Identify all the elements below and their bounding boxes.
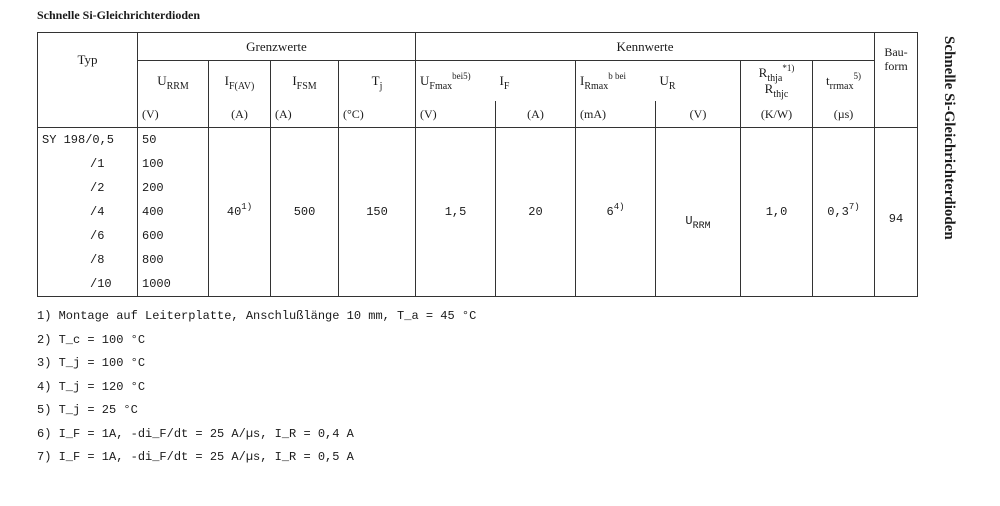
footnote-4: 4) T_j = 120 °C — [37, 379, 146, 394]
urrm-cell: 400 — [137, 200, 209, 224]
footnote-7: 7) I_F = 1A, -di_F/dt = 25 A/µs, I_R = 0… — [37, 450, 354, 464]
ur-value: URRM — [655, 127, 741, 297]
unit-irmax: (mA) — [575, 101, 656, 128]
typ-cell: SY 198/0,5 — [37, 127, 138, 152]
col-ur: UR — [655, 60, 741, 101]
col-if: IF — [495, 60, 576, 101]
header-grenzwerte: Grenzwerte — [137, 32, 416, 61]
typ-cell: /4 — [37, 200, 138, 224]
urrm-cell: 800 — [137, 248, 209, 272]
header-bauform: Bau- form — [874, 32, 918, 128]
unit-urrm: (V) — [137, 101, 209, 128]
col-urrm: URRM — [137, 60, 209, 101]
typ-cell: /1 — [37, 152, 138, 176]
urrm-cell: 200 — [137, 176, 209, 200]
unit-ur: (V) — [655, 101, 741, 128]
unit-rth: (K/W) — [740, 101, 813, 128]
irmax-value: 64) — [575, 127, 656, 297]
col-tj: Tj — [338, 60, 416, 101]
urrm-cell: 100 — [137, 152, 209, 176]
footnote-3: 3) T_j = 100 °C — [37, 356, 146, 370]
unit-ifsm: (A) — [270, 101, 339, 128]
unit-ufmax: (V) — [415, 101, 496, 128]
col-irmax: IRmaxb bei — [575, 60, 656, 101]
unit-ifav: (A) — [208, 101, 271, 128]
header-kennwerte: Kennwerte — [415, 32, 875, 61]
typ-cell: /2 — [37, 176, 138, 200]
unit-if: (A) — [495, 101, 576, 128]
col-ifsm: IFSM — [270, 60, 339, 101]
typ-cell: /8 — [37, 248, 138, 272]
trr-value: 0,37) — [812, 127, 875, 297]
footnote-2: 2) T_c = 100 °C — [37, 332, 146, 347]
unit-tj: (°C) — [338, 101, 416, 128]
rth-value: 1,0 — [740, 127, 813, 297]
typ-cell: /10 — [37, 272, 138, 297]
col-trr: trrmax5) — [812, 60, 875, 101]
urrm-cell: 50 — [137, 127, 209, 152]
side-title: Schnelle Si-Gleichrichterdioden — [941, 36, 957, 240]
footnotes: 1) Montage auf Leiterplatte, Anschlußlän… — [37, 305, 937, 470]
footnote-6: 6) I_F = 1A, -di_F/dt = 25 A/µs, I_R = 0… — [37, 426, 354, 441]
footnote-5: 5) T_j = 25 °C — [37, 403, 138, 417]
footnote-1: 1) Montage auf Leiterplatte, Anschlußlän… — [37, 309, 477, 323]
urrm-cell: 600 — [137, 224, 209, 248]
ifav-value: 401) — [208, 127, 271, 297]
diode-table: Typ Grenzwerte Kennwerte Bau- form URRM … — [37, 32, 918, 297]
page-title: Schnelle Si-Gleichrichterdioden — [37, 8, 200, 22]
urrm-cell: 1000 — [137, 272, 209, 297]
unit-trr: (µs) — [812, 101, 875, 128]
if-value: 20 — [495, 127, 576, 297]
ufmax-value: 1,5 — [415, 127, 496, 297]
tj-value: 150 — [338, 127, 416, 297]
col-rth: Rthja*1) Rthjc — [740, 60, 813, 101]
col-ufmax: UFmaxbei5) — [415, 60, 496, 101]
header-typ: Typ — [37, 32, 138, 128]
typ-cell: /6 — [37, 224, 138, 248]
col-ifav: IF(AV) — [208, 60, 271, 101]
bauform-value: 94 — [874, 127, 918, 297]
ifsm-value: 500 — [270, 127, 339, 297]
